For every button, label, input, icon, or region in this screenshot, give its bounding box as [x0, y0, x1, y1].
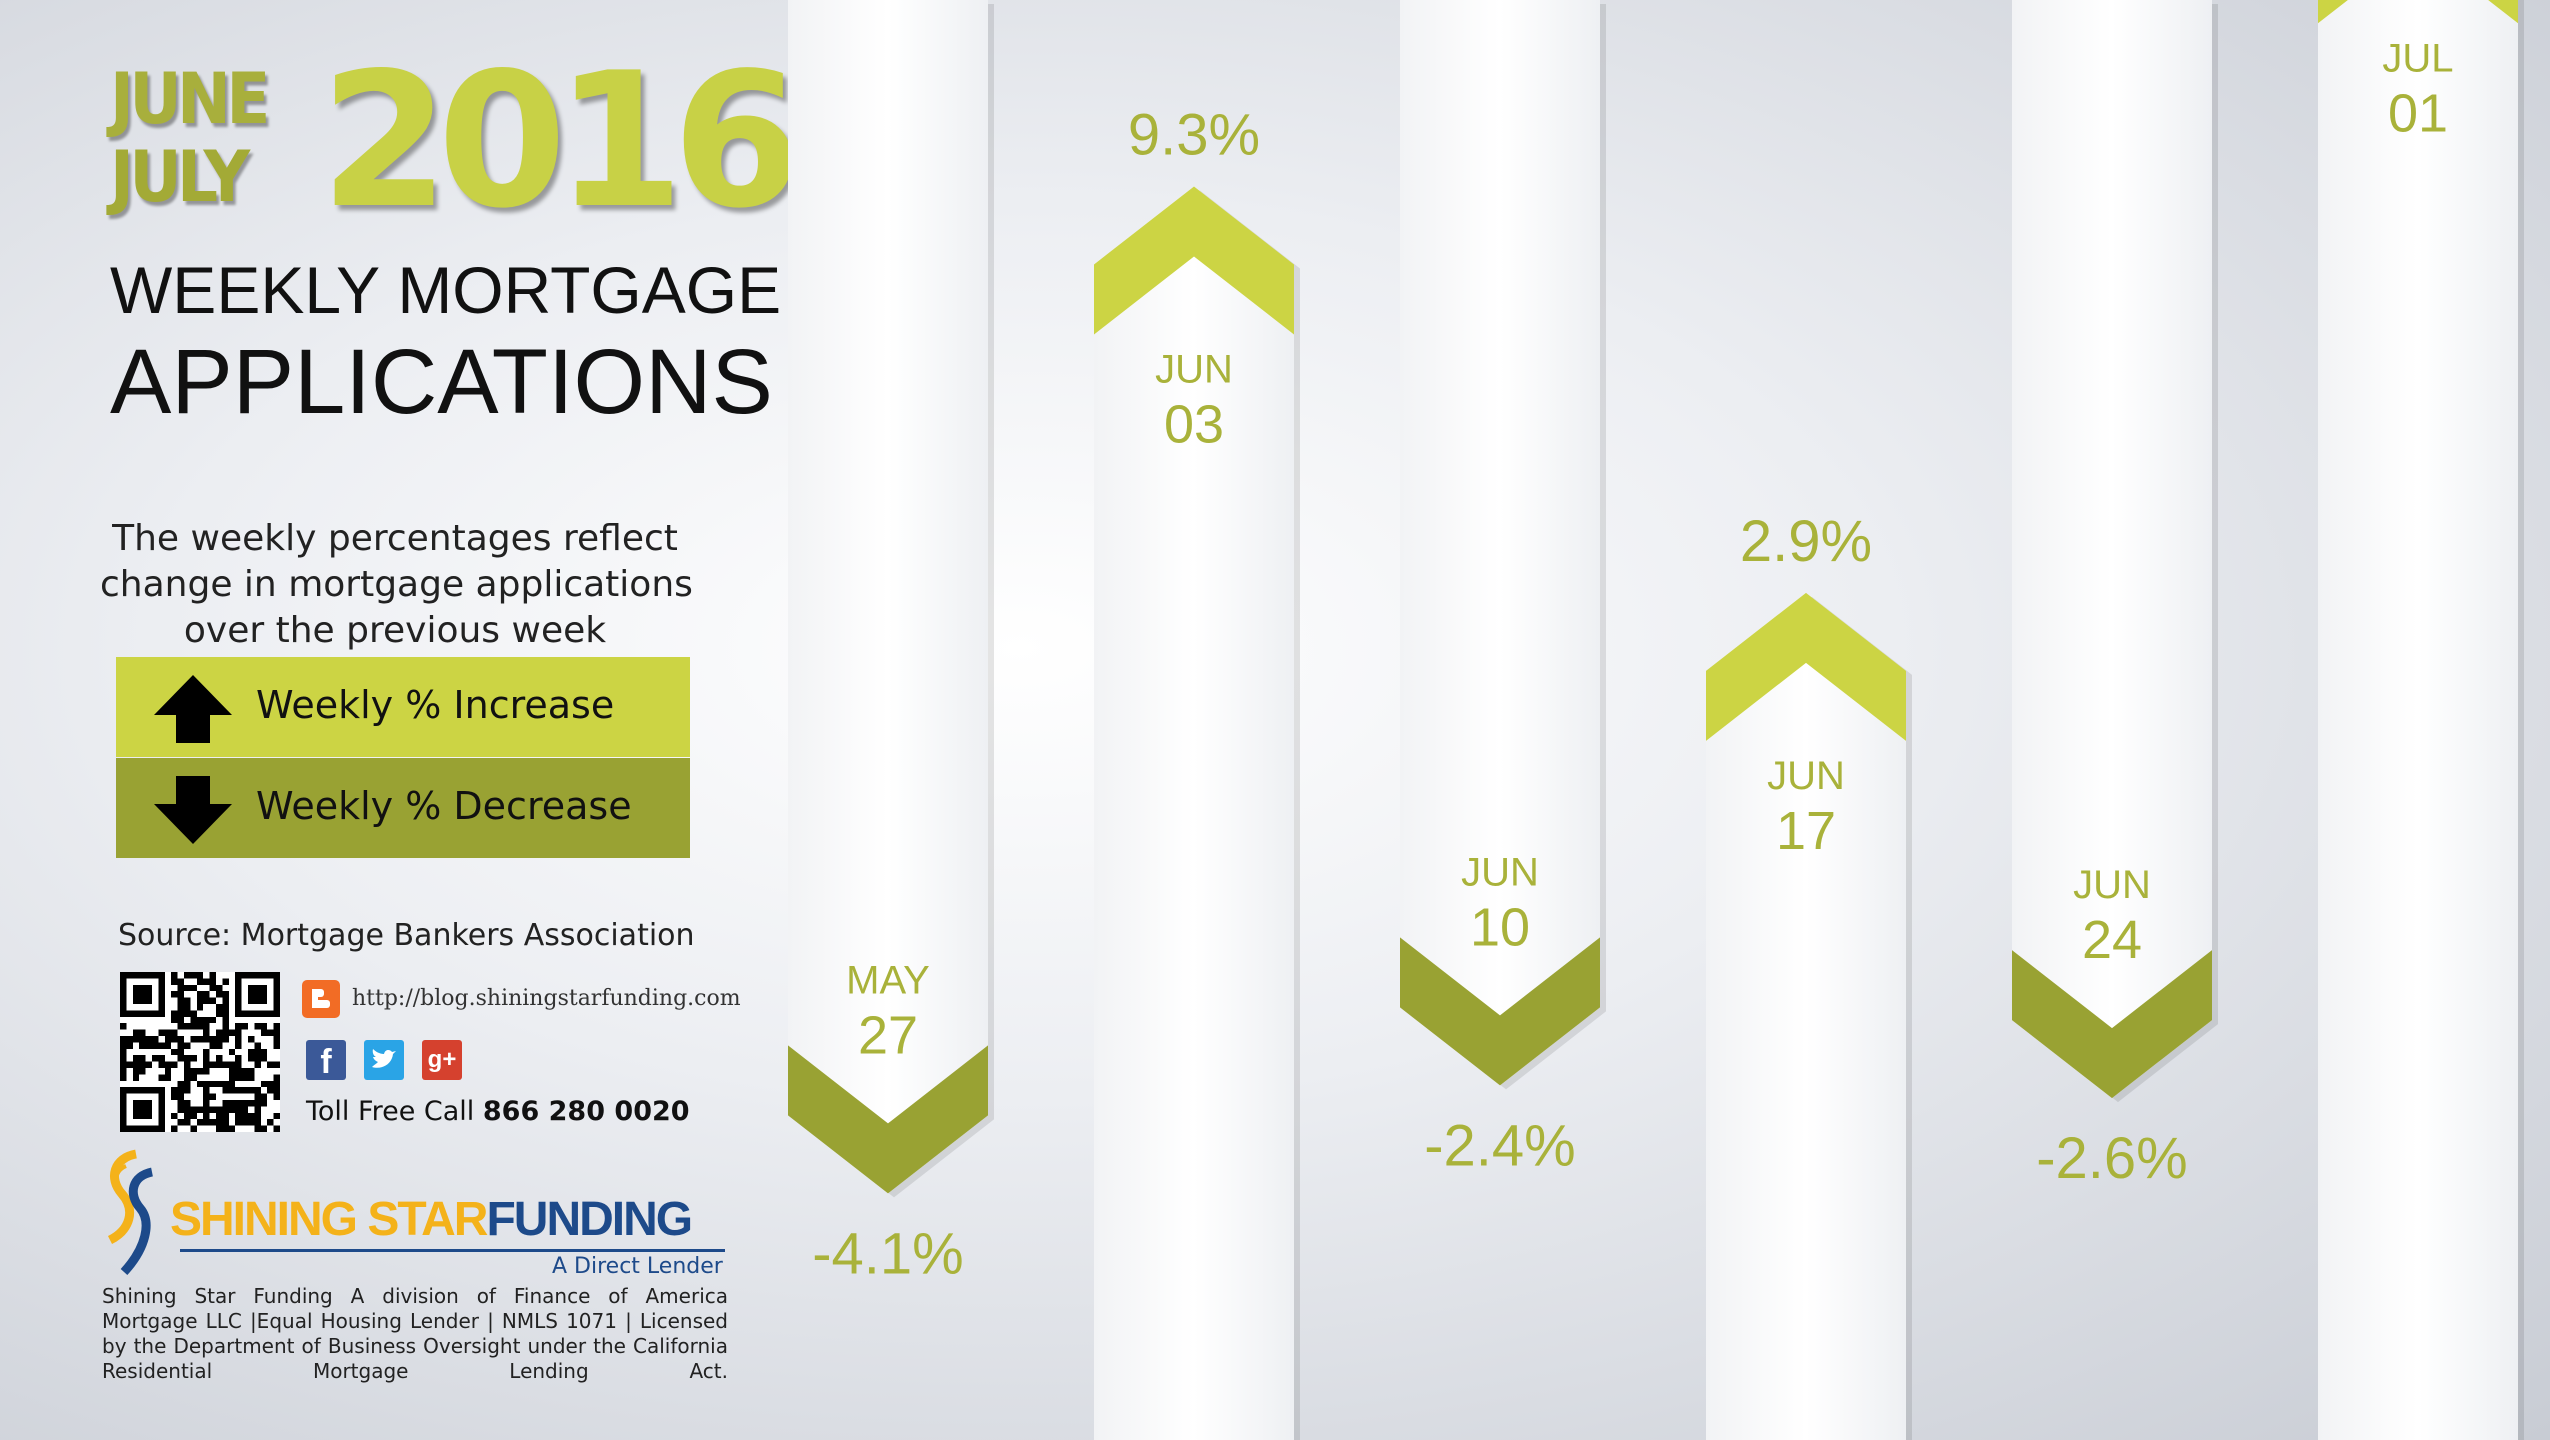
week-month-label: JUN — [1461, 850, 1539, 894]
week-day-label: 10 — [1470, 897, 1530, 957]
ribbon-body — [1400, 0, 1600, 1086]
company-logo-name: SHINING STARFUNDING — [170, 1192, 693, 1247]
left-panel: JUNE JULY 2016 WEEKLY MORTGAGE APPLICATI… — [0, 0, 802, 1440]
description-line: change in mortgage applications — [100, 564, 693, 605]
logo-divider — [180, 1249, 725, 1252]
arrow-down-icon — [154, 776, 232, 844]
ribbon-body — [2012, 0, 2212, 1099]
ribbon-body — [2318, 0, 2518, 1440]
week-month-label: JUN — [1767, 754, 1845, 798]
toll-free-line: Toll Free Call 866 280 0020 — [306, 1096, 690, 1127]
toll-free-number[interactable]: 866 280 0020 — [482, 1096, 690, 1127]
ribbon-body — [788, 0, 988, 1194]
blog-link[interactable]: http://blog.shiningstarfunding.com — [352, 986, 741, 1011]
qr-code-icon[interactable] — [120, 972, 280, 1132]
week-day-label: 27 — [858, 1005, 918, 1065]
decrease-chevron — [788, 1045, 988, 1194]
description: The weekly percentages reflect change in… — [100, 516, 693, 654]
ribbon-body — [1094, 186, 1294, 1440]
week-month-label: JUL — [2382, 36, 2453, 80]
percent-change-label: -2.4% — [1424, 1113, 1576, 1178]
logo-name-part2: FUNDING — [486, 1193, 693, 1246]
legend-decrease-label: Weekly % Decrease — [256, 784, 632, 828]
arrow-up-icon — [154, 675, 232, 743]
month-june-heading: JUNE — [110, 58, 270, 140]
decrease-chevron — [2012, 950, 2212, 1099]
description-line: over the previous week — [183, 610, 607, 651]
legend-decrease: Weekly % Decrease — [116, 758, 690, 858]
month-july-heading: JULY — [110, 136, 250, 218]
week-month-label: MAY — [846, 958, 930, 1002]
google-plus-icon[interactable]: g+ — [422, 1040, 462, 1080]
source-note: Source: Mortgage Bankers Association — [118, 918, 695, 953]
week-month-label: JUN — [1155, 347, 1233, 391]
description-line: The weekly percentages reflect — [112, 518, 678, 559]
week-day-label: 24 — [2082, 910, 2142, 970]
week-day-label: 01 — [2388, 83, 2448, 143]
percent-change-label: -4.1% — [812, 1221, 964, 1286]
legend-increase: Weekly % Increase — [116, 657, 690, 757]
company-logo-icon — [107, 1149, 154, 1276]
facebook-icon[interactable]: f — [306, 1040, 346, 1081]
title-line-1: WEEKLY MORTGAGE — [110, 253, 782, 327]
legend-increase-label: Weekly % Increase — [256, 683, 615, 727]
ribbon-layer: MAY27-4.1%JUN039.3%JUN10-2.4%JUN172.9%JU… — [788, 0, 2524, 1440]
percent-change-label: 2.9% — [1740, 509, 1872, 574]
legal-disclaimer: Shining Star Funding A division of Finan… — [102, 1284, 728, 1383]
logo-tagline: A Direct Lender — [552, 1254, 723, 1279]
week-month-label: JUN — [2073, 863, 2151, 907]
title-line-2: APPLICATIONS — [110, 331, 773, 433]
percent-change-label: 9.3% — [1128, 102, 1260, 167]
decrease-chevron — [1400, 937, 1600, 1086]
year-heading: 2016 — [320, 32, 802, 249]
increase-chevron — [2318, 0, 2518, 24]
ribbon-body — [1706, 592, 1906, 1440]
increase-chevron — [1706, 592, 1906, 741]
increase-chevron — [1094, 186, 1294, 335]
week-day-label: 03 — [1164, 394, 1224, 454]
week-day-label: 17 — [1776, 801, 1836, 861]
weekly-change-chart: MAY27-4.1%JUN039.3%JUN10-2.4%JUN172.9%JU… — [788, 0, 2524, 1440]
ribbon-bar: JUL0114.2% — [2318, 0, 2524, 1440]
percent-change-label: -2.6% — [2036, 1126, 2188, 1191]
twitter-icon[interactable] — [364, 1040, 404, 1080]
blogger-icon[interactable] — [302, 980, 340, 1018]
logo-name-part1: SHINING STAR — [170, 1193, 488, 1246]
toll-free-prefix: Toll Free Call — [306, 1096, 475, 1127]
